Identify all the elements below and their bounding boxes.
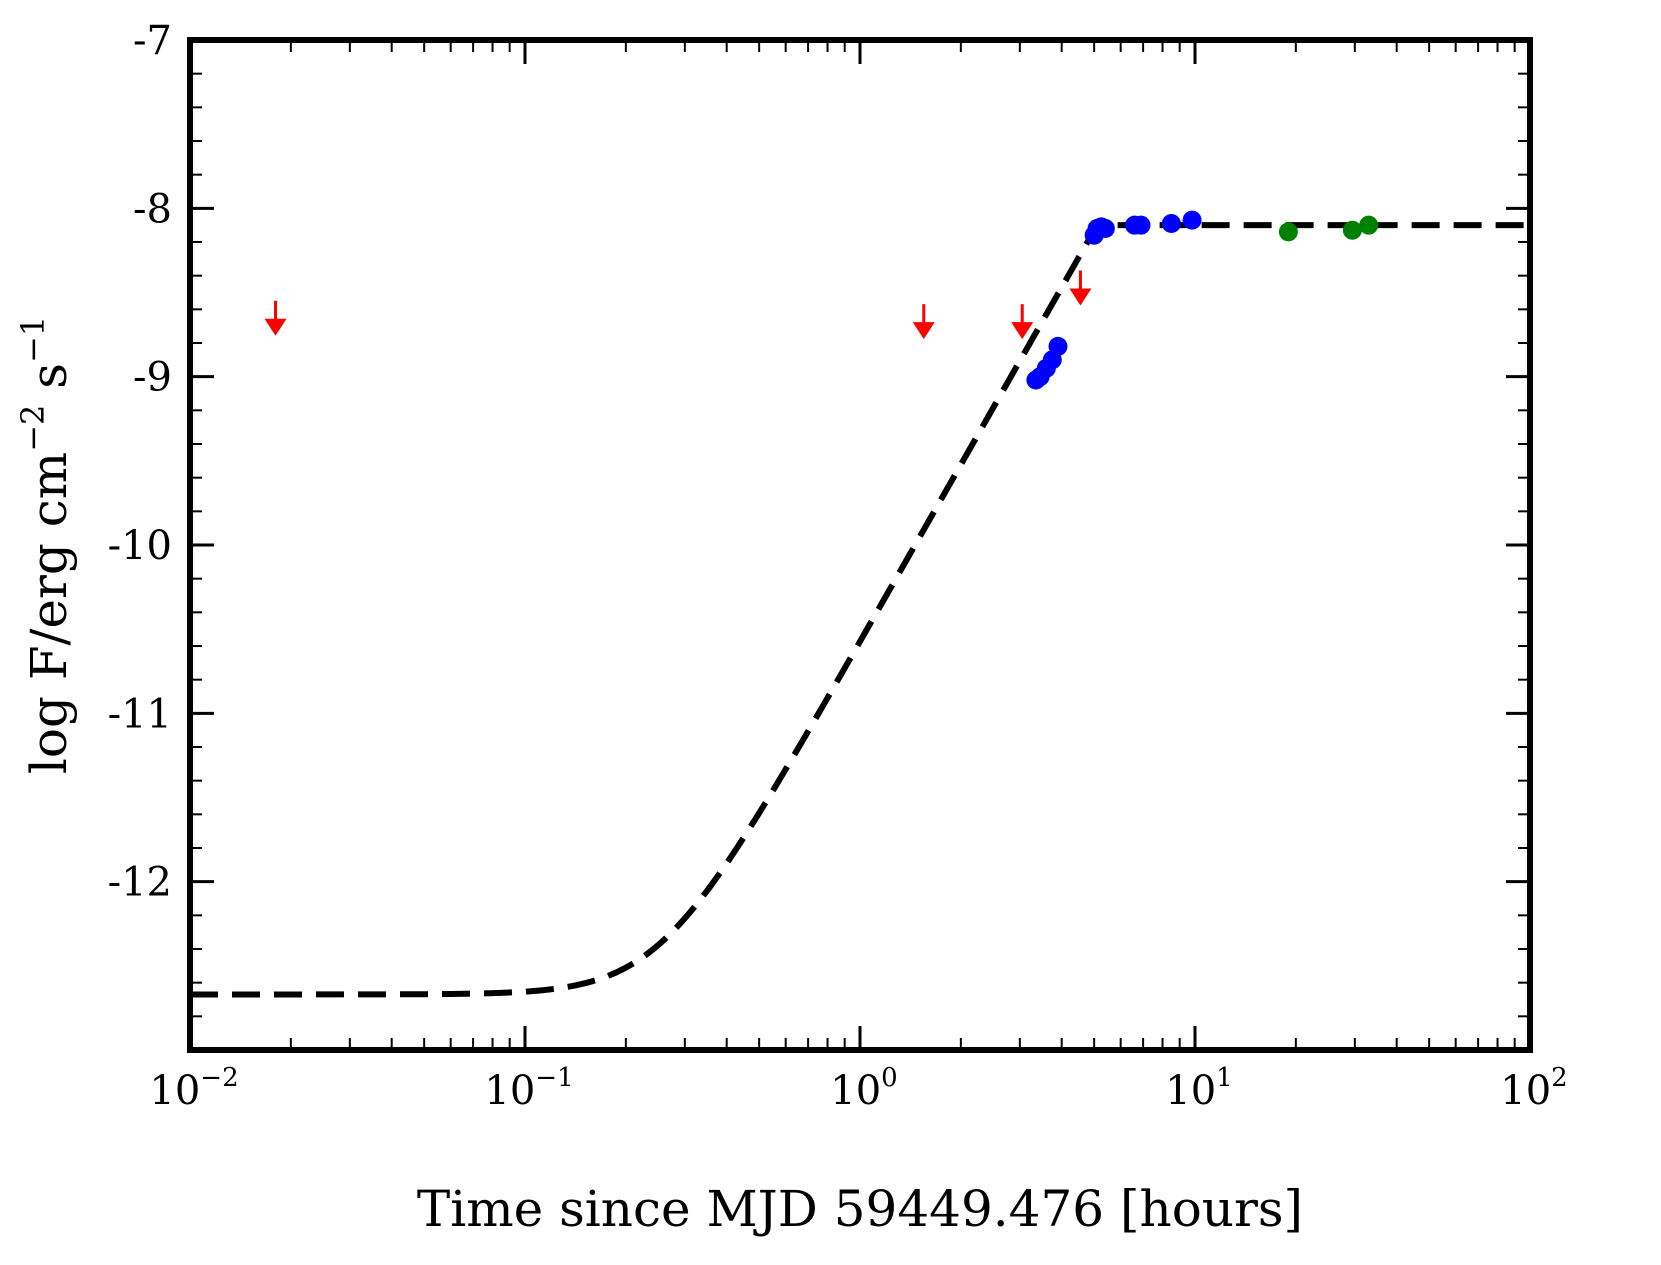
y-axis-title-mid: s: [20, 363, 78, 405]
plot-frame: [187, 37, 1533, 1053]
upper-limit-arrow: [1069, 270, 1092, 306]
y-tick-label: -8: [133, 186, 172, 232]
y-axis-title-main: log F/erg cm: [20, 452, 78, 774]
y-tick-label: -12: [108, 860, 172, 906]
x-tick-label-base: 10: [830, 1068, 881, 1114]
x-tick-label-exp: 0: [881, 1063, 898, 1093]
y-axis-title-exp1: −2: [14, 405, 52, 452]
x-tick-label-exp: −1: [535, 1063, 573, 1093]
x-tick-label-base: 10: [484, 1068, 535, 1114]
y-tick-label: -9: [133, 355, 172, 401]
blue-data-point: [1048, 336, 1068, 356]
x-tick-label: 102: [1500, 1063, 1567, 1114]
blue-data-point: [1131, 215, 1151, 235]
y-tick-labels: -7 -8 -9 -10 -11 -12: [108, 18, 172, 906]
x-tick-label-exp: −2: [200, 1063, 238, 1093]
x-tick-labels: 10−2 10−1 100 101 102: [149, 1063, 1567, 1114]
green-data-point: [1278, 222, 1298, 242]
blue-data-point: [1161, 213, 1181, 233]
upper-limit-arrow: [264, 300, 287, 336]
upper-limit-arrow-head: [1011, 322, 1034, 340]
y-tick-label: -11: [108, 691, 172, 737]
x-tick-label-base: 10: [149, 1068, 200, 1114]
x-tick-label-exp: 2: [1551, 1063, 1568, 1093]
x-tick-label: 100: [830, 1063, 897, 1114]
blue-data-point: [1182, 210, 1202, 230]
x-tick-label: 10−1: [484, 1063, 573, 1114]
x-tick-label-base: 10: [1500, 1068, 1551, 1114]
green-data-point: [1359, 215, 1379, 235]
x-tick-label-exp: 1: [1216, 1063, 1233, 1093]
y-axis-title: log F/erg cm−2 s−1: [14, 316, 78, 774]
upper-limit-arrow-head: [1069, 288, 1092, 306]
data-markers: [264, 210, 1379, 390]
green-data-point: [1342, 220, 1362, 240]
upper-limit-arrow-head: [912, 322, 935, 340]
blue-data-point: [1095, 219, 1115, 239]
model-curve-line: [190, 222, 1530, 998]
x-axis-title: Time since MJD 59449.476 [hours]: [417, 1180, 1303, 1238]
plot-area: [190, 40, 1530, 1050]
upper-limit-arrow: [1011, 304, 1034, 340]
upper-limit-arrow-head: [264, 318, 287, 336]
x-tick-label-base: 10: [1165, 1068, 1216, 1114]
x-tick-label: 10−2: [149, 1063, 238, 1114]
upper-limit-arrow: [912, 304, 935, 340]
y-axis-title-exp2: −1: [14, 316, 52, 363]
x-tick-label: 101: [1165, 1063, 1232, 1114]
y-tick-label: -7: [133, 18, 172, 64]
y-tick-label: -10: [108, 523, 172, 569]
